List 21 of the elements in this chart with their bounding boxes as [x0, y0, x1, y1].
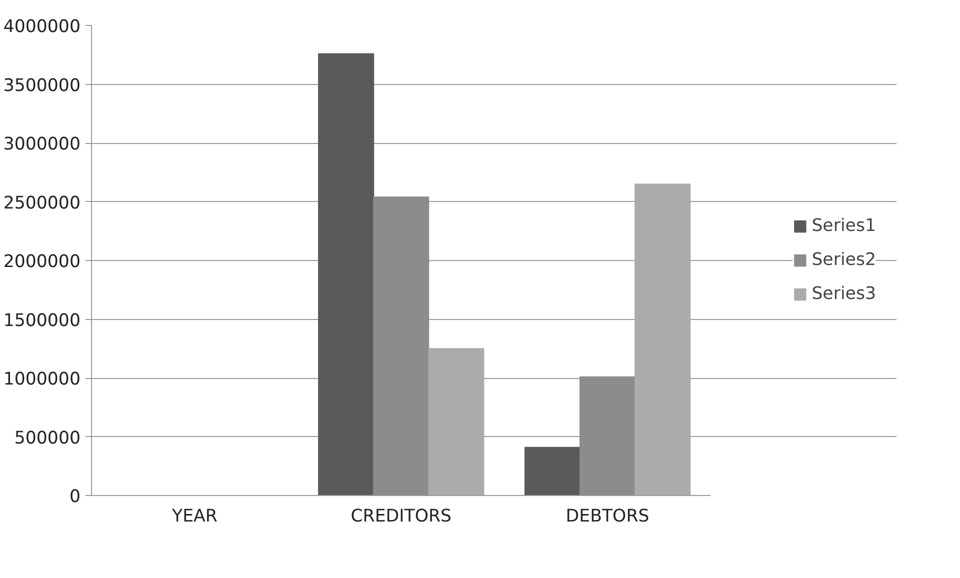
y-tick-label: 2500000 [3, 193, 81, 214]
legend-label: Series3 [812, 284, 876, 304]
y-tick-label: 3500000 [3, 76, 81, 96]
x-tick-label: DEBTORS [566, 506, 650, 526]
x-tick-label: CREDITORS [350, 506, 452, 526]
bar [318, 53, 374, 496]
y-tick-label: 3000000 [3, 134, 81, 154]
y-tick-label: 4000000 [3, 17, 81, 37]
y-tick-label: 2000000 [3, 252, 81, 272]
bar [428, 348, 484, 496]
y-tick-label: 1500000 [3, 310, 81, 331]
bar [524, 446, 581, 496]
y-tick-label: 500000 [14, 428, 81, 448]
legend-label: Series2 [812, 250, 876, 270]
y-tick-label: 0 [69, 487, 81, 507]
bar [580, 376, 636, 496]
y-tick-label: 1000000 [3, 370, 81, 390]
legend-label: Series1 [812, 216, 876, 236]
x-tick-label: YEAR [170, 506, 218, 526]
bar [634, 184, 691, 496]
bar [373, 196, 430, 496]
